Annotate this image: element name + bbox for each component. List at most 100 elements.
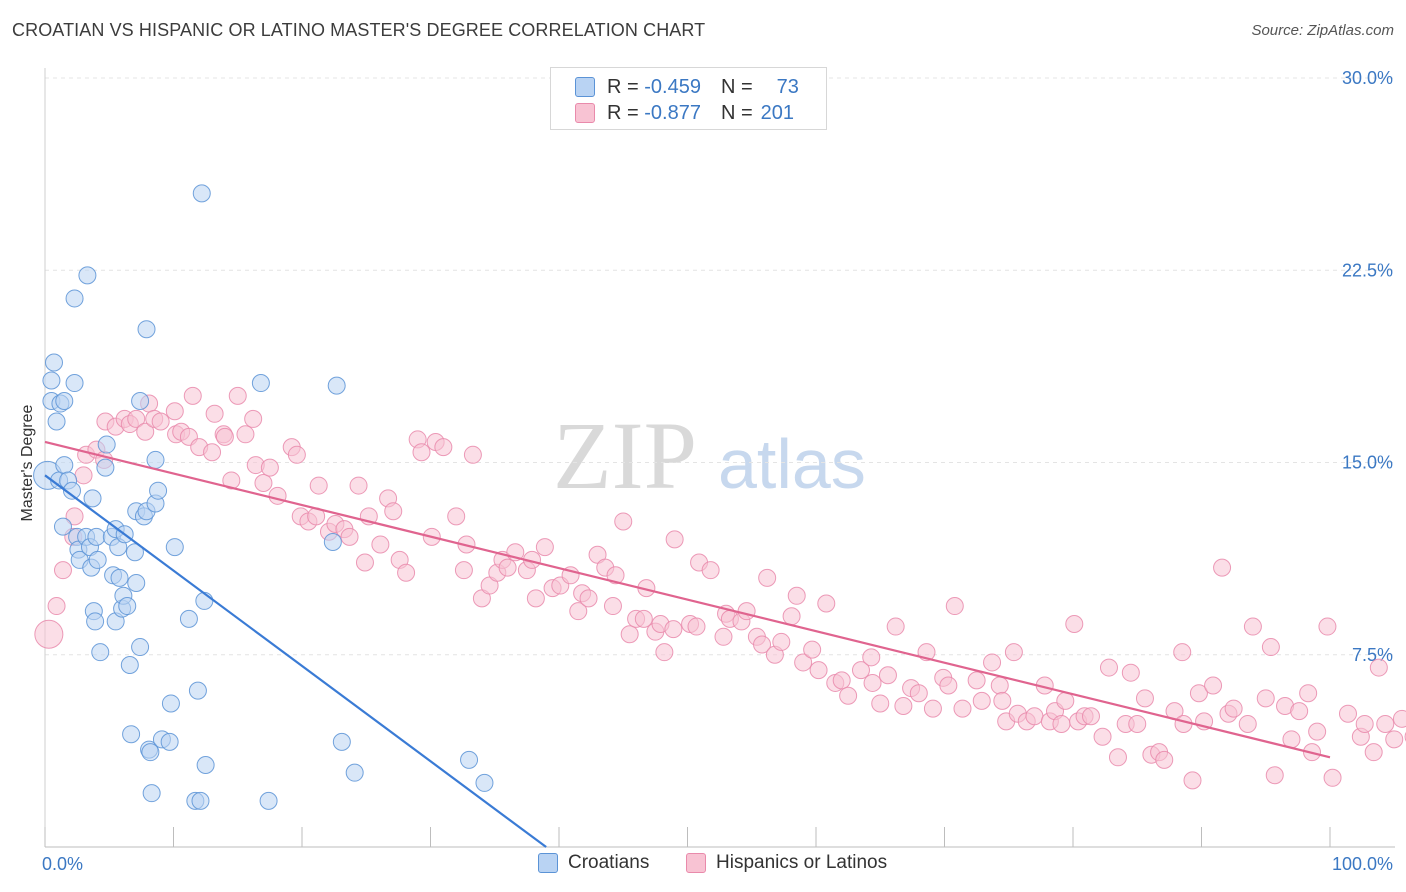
legend-item-hispanics[interactable]: Hispanics or Latinos [686, 852, 887, 874]
hispanic-point [614, 512, 633, 531]
croatian-point [88, 550, 107, 569]
legend-r-label: R = [607, 101, 639, 124]
hispanic-point [1183, 771, 1202, 790]
hispanic-point [454, 561, 473, 580]
hispanic-point [260, 458, 279, 477]
hispanic-point [397, 563, 416, 582]
croatian-point [179, 609, 198, 628]
hispanic-point [579, 589, 598, 608]
hispanic-point [65, 507, 84, 526]
croatian-point [55, 456, 74, 475]
hispanic-point [939, 676, 958, 695]
hispanic-points [34, 386, 1406, 790]
hispanic-point [832, 671, 851, 690]
legend-item-croatians[interactable]: Croatians [538, 852, 649, 874]
hispanic-point [1128, 714, 1147, 733]
hispanic-point [1364, 743, 1383, 762]
croatian-point [87, 527, 106, 546]
hispanic-point [47, 597, 66, 616]
hispanic-point [967, 671, 986, 690]
hispanic-point [1155, 750, 1174, 769]
hispanic-point [1369, 658, 1388, 677]
hispanic-point [1121, 663, 1140, 682]
hispanic-point [1224, 699, 1243, 718]
legend-n-value: 201 [760, 101, 795, 124]
hispanic-point [894, 697, 913, 716]
pink-square-icon [686, 853, 706, 873]
hispanic-point [758, 568, 777, 587]
croatian-point [137, 320, 156, 339]
hispanic-point [809, 661, 828, 680]
croatian-point [125, 543, 144, 562]
hispanic-point [1108, 748, 1127, 767]
croatian-point [96, 458, 115, 477]
hispanic-point [349, 476, 368, 495]
hispanic-point [268, 486, 287, 505]
croatian-point [83, 489, 102, 508]
chart-title: CROATIAN VS HISPANIC OR LATINO MASTER'S … [12, 20, 706, 40]
hispanic-point [803, 640, 822, 659]
hispanic-point [1323, 768, 1342, 787]
hispanic-point [665, 530, 684, 549]
y-tick-label: 15.0% [1342, 453, 1393, 473]
hispanic-point [1355, 714, 1374, 733]
legend-r-value: -0.459 [644, 75, 701, 98]
legend-n-value: 73 [776, 75, 799, 98]
hispanic-point [287, 445, 306, 464]
croatian-point [53, 517, 72, 536]
croatian-point [78, 266, 97, 285]
hispanic-point [620, 625, 639, 644]
hispanic-point [309, 476, 328, 495]
hispanic-point [794, 653, 813, 672]
croatian-point [122, 725, 141, 744]
croatian-point [332, 732, 351, 751]
hispanic-point [53, 561, 72, 580]
croatian-point [161, 694, 180, 713]
croatian-point [131, 638, 150, 657]
hispanic-point [863, 673, 882, 692]
hispanic-point [878, 666, 897, 685]
croatian-point [42, 371, 61, 390]
croatian-point [91, 643, 110, 662]
hispanic-point [851, 661, 870, 680]
hispanic-point [1189, 684, 1208, 703]
hispanic-point [972, 691, 991, 710]
hispanic-point [886, 617, 905, 636]
hispanic-point [862, 648, 881, 667]
x-tick-labels: 0.0% 100.0% [42, 854, 1393, 874]
hispanic-point [535, 538, 554, 557]
croatian-point [97, 435, 116, 454]
croatian-point [47, 412, 66, 431]
croatian-points [33, 184, 494, 810]
hispanic-trend-line [44, 440, 1331, 759]
hispanic-point [1213, 558, 1232, 577]
hispanic-point [203, 443, 222, 462]
croatian-point [251, 374, 270, 393]
hispanic-point [664, 620, 683, 639]
blue-swatch-icon [575, 77, 595, 97]
hispanic-point [1238, 714, 1257, 733]
watermark-atlas: atlas [718, 425, 866, 503]
croatian-point [120, 656, 139, 675]
hispanic-point [634, 609, 653, 628]
croatian-point [460, 750, 479, 769]
hispanic-point [871, 694, 890, 713]
hispanic-point [412, 443, 431, 462]
croatian-point [131, 391, 150, 410]
hispanic-point [817, 594, 836, 613]
legend-r-label: R = [607, 75, 639, 98]
croatian-point [142, 784, 161, 803]
hispanic-point [603, 597, 622, 616]
hispanic-point [1065, 614, 1084, 633]
hispanic-point [34, 619, 64, 649]
hispanic-point [463, 445, 482, 464]
hispanic-point [215, 427, 234, 446]
y-tick-label: 22.5% [1342, 260, 1393, 280]
legend-n-label: N = [720, 75, 753, 98]
hispanic-point [355, 553, 374, 572]
croatian-point [160, 732, 179, 751]
hispanic-point [254, 474, 273, 493]
croatian-point [62, 481, 81, 500]
source-label: Source: ZipAtlas.com [1251, 22, 1394, 39]
